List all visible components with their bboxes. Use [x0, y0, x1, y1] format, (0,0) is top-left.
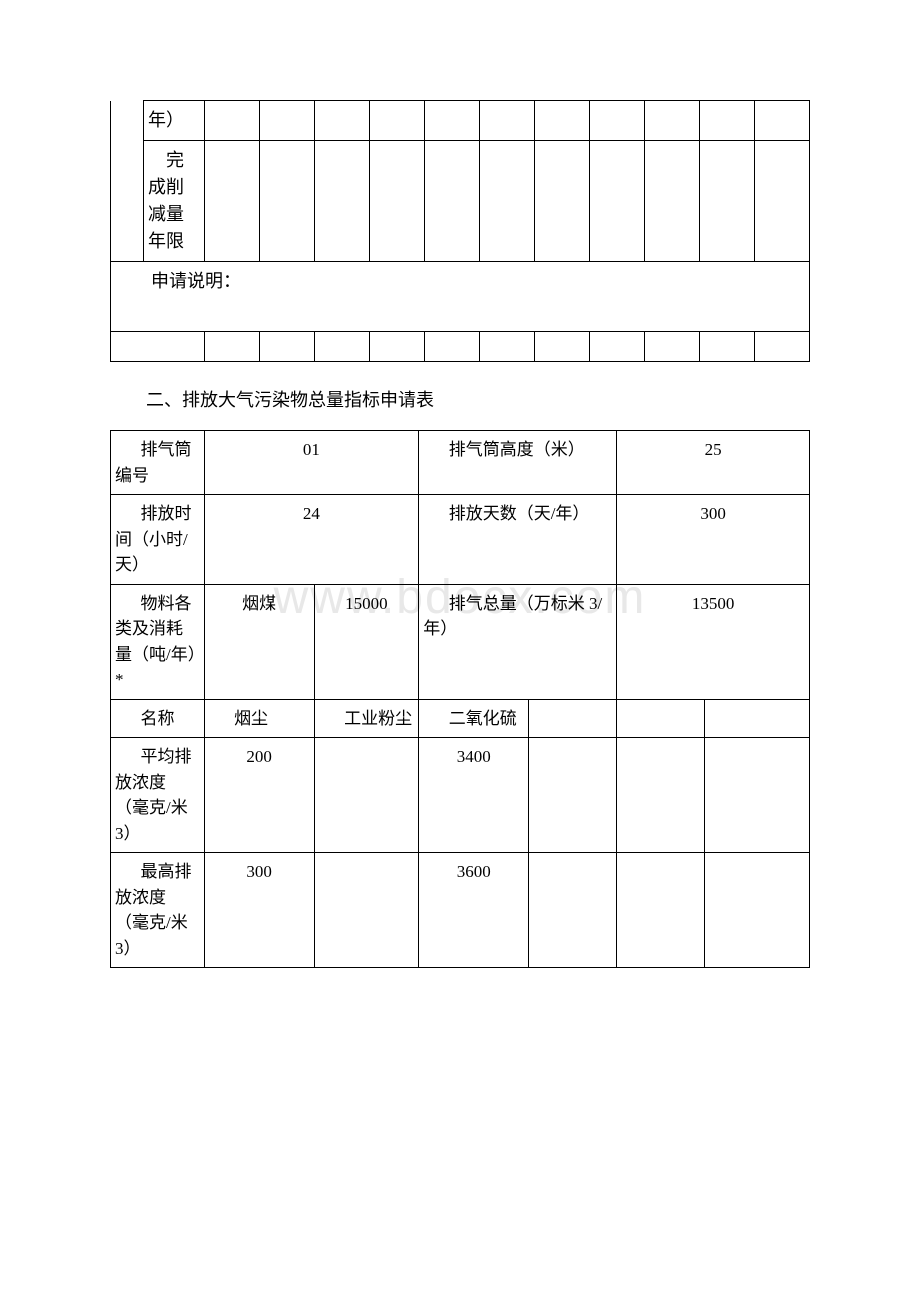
value-max-dust — [314, 853, 419, 968]
label-stack-number: 排气筒编号 — [111, 431, 205, 495]
value-material-type: 烟煤 — [204, 584, 314, 699]
cell-blank — [589, 332, 644, 362]
air-pollutant-table: 排气筒编号 01 排气筒高度（米） 25 排放时间（小时/天） 24 排放天数（… — [110, 430, 810, 968]
value-stack-height: 25 — [617, 431, 810, 495]
section-heading: 二、排放大气污染物总量指标申请表 — [110, 386, 810, 412]
label-stack-height: 排气筒高度（米） — [419, 431, 617, 495]
cell-blank — [369, 141, 424, 262]
cell-blank — [589, 101, 644, 141]
value-max-smoke: 300 — [204, 853, 314, 968]
cell-blank — [589, 141, 644, 262]
cell-blank — [479, 141, 534, 262]
cell-blank — [754, 332, 809, 362]
value-total-emission: 13500 — [617, 584, 810, 699]
cell-blank — [259, 101, 314, 141]
cell-blank — [424, 101, 479, 141]
value-blank — [705, 699, 810, 738]
cell-blank — [644, 101, 699, 141]
value-smoke: 烟尘 — [204, 699, 314, 738]
cell-blank — [424, 332, 479, 362]
cell-description: 申请说明： — [111, 262, 810, 332]
cell-blank — [644, 141, 699, 262]
cell-blank — [534, 141, 589, 262]
value-blank — [617, 738, 705, 853]
cell-blank — [534, 101, 589, 141]
cell-blank — [479, 101, 534, 141]
value-avg-smoke: 200 — [204, 738, 314, 853]
value-blank — [617, 853, 705, 968]
label-emission-days: 排放天数（天/年） — [419, 495, 617, 585]
cell-blank — [699, 141, 754, 262]
value-so2: 二氧化硫 — [419, 699, 529, 738]
cell-blank — [111, 332, 205, 362]
cell-blank — [699, 101, 754, 141]
cell-blank — [369, 101, 424, 141]
cell-blank — [754, 101, 809, 141]
cell-blank — [204, 332, 259, 362]
value-blank — [529, 853, 617, 968]
value-emission-days: 300 — [617, 495, 810, 585]
label-max-concentration: 最高排放浓度（毫克/米3） — [111, 853, 205, 968]
cell-blank — [534, 332, 589, 362]
cell-blank — [479, 332, 534, 362]
value-emission-time: 24 — [204, 495, 419, 585]
value-dust: 工业粉尘 — [314, 699, 419, 738]
label-total-emission: 排气总量（万标米 3/年） — [419, 584, 617, 699]
value-avg-so2: 3400 — [419, 738, 529, 853]
value-blank — [529, 699, 617, 738]
value-stack-number: 01 — [204, 431, 419, 495]
value-blank — [617, 699, 705, 738]
cell-blank — [314, 101, 369, 141]
cell-blank — [644, 332, 699, 362]
cell-blank — [424, 141, 479, 262]
value-avg-dust — [314, 738, 419, 853]
value-blank — [529, 738, 617, 853]
label-name-row: 名称 — [111, 699, 205, 738]
cell-blank — [111, 101, 144, 141]
value-blank — [705, 853, 810, 968]
cell-blank — [204, 141, 259, 262]
summary-table: 年） 完成削减量年限 申请说明： — [110, 100, 810, 362]
cell-blank — [111, 141, 144, 262]
cell-blank — [369, 332, 424, 362]
label-avg-concentration: 平均排放浓度（毫克/米3） — [111, 738, 205, 853]
label-material: 物料各类及消耗量（吨/年）* — [111, 584, 205, 699]
cell-blank — [314, 141, 369, 262]
cell-year-label: 年） — [144, 101, 205, 141]
cell-blank — [259, 141, 314, 262]
cell-blank — [204, 101, 259, 141]
cell-blank — [259, 332, 314, 362]
value-material-amount: 15000 — [314, 584, 419, 699]
label-emission-time: 排放时间（小时/天） — [111, 495, 205, 585]
cell-blank — [754, 141, 809, 262]
cell-blank — [699, 332, 754, 362]
value-max-so2: 3600 — [419, 853, 529, 968]
cell-reduce-label: 完成削减量年限 — [144, 141, 205, 262]
value-blank — [705, 738, 810, 853]
cell-blank — [314, 332, 369, 362]
